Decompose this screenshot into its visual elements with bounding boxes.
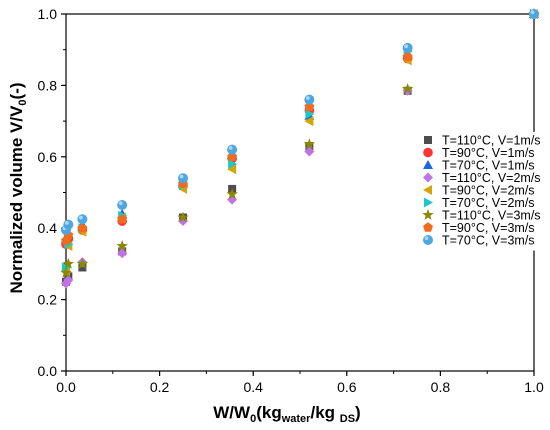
y-tick-label: 1.0 — [38, 6, 58, 22]
data-point — [77, 223, 88, 233]
data-point-highlight — [228, 146, 233, 150]
legend-label: T=90°C, V=3m/s — [442, 221, 535, 235]
y-tick-label: 0.0 — [38, 363, 58, 379]
data-point — [228, 158, 238, 169]
y-tick-label: 0.6 — [38, 149, 58, 165]
data-point — [304, 116, 314, 127]
data-point-fill — [402, 42, 413, 53]
data-point — [178, 173, 188, 184]
data-point — [304, 146, 315, 157]
data-point-highlight — [305, 96, 310, 100]
y-tick-label: 0.2 — [38, 292, 58, 308]
x-tick-label: 1.0 — [524, 379, 544, 395]
data-point-highlight — [118, 201, 123, 206]
data-point — [77, 214, 88, 225]
legend-label: T=90°C, V=2m/s — [442, 184, 535, 198]
data-point — [402, 42, 413, 53]
legend-label: T=110°C, V=1m/s — [442, 134, 541, 148]
data-point — [402, 51, 413, 62]
data-point-fill — [304, 94, 315, 105]
data-point — [227, 164, 237, 175]
legend: T=110°C, V=1m/sT=90°C, V=1m/sT=70°C, V=1… — [414, 132, 550, 251]
data-point-fill — [227, 144, 238, 155]
legend-marker — [423, 185, 432, 195]
data-point-highlight — [404, 44, 409, 49]
data-point — [116, 240, 128, 251]
legend-marker — [424, 197, 433, 208]
data-point — [305, 108, 315, 119]
y-axis-title: Normalized volume V/V0(-) — [7, 82, 29, 293]
data-point-highlight — [64, 221, 69, 225]
legend-marker — [423, 222, 433, 232]
data-point — [117, 214, 128, 224]
data-point — [178, 216, 188, 227]
legend-label: T=110°C, V=3m/s — [442, 209, 541, 223]
data-point — [63, 219, 74, 230]
legend-marker — [423, 160, 433, 169]
data-point — [177, 211, 189, 223]
x-tick-label: 0.8 — [431, 379, 451, 395]
legend-marker — [423, 172, 433, 183]
data-point — [303, 138, 316, 150]
ticks — [61, 13, 535, 376]
legend-marker — [424, 136, 432, 144]
data-point — [227, 144, 238, 155]
data-point-highlight — [530, 10, 535, 15]
legend-label: T=90°C, V=1m/s — [442, 146, 535, 160]
data-point — [78, 263, 87, 272]
x-tick-label: 0.4 — [243, 379, 263, 395]
series-9 — [61, 9, 539, 235]
x-tick-label: 0.0 — [56, 379, 76, 395]
legend-label: T=110°C, V=2m/s — [442, 171, 541, 185]
data-point — [226, 188, 238, 200]
legend-background — [414, 132, 550, 251]
data-point — [304, 94, 315, 105]
data-point — [76, 257, 89, 269]
data-point-fill — [178, 173, 188, 184]
legend-label: T=70°C, V=3m/s — [442, 234, 535, 248]
data-point — [60, 266, 72, 278]
y-tick-label: 0.4 — [38, 220, 58, 236]
legend-marker-fill — [423, 235, 433, 245]
legend-label: T=70°C, V=2m/s — [442, 196, 535, 210]
data-point — [63, 274, 74, 285]
data-point-fill — [117, 199, 128, 210]
data-point-highlight — [179, 174, 184, 179]
data-point — [117, 248, 128, 259]
data-point-fill — [77, 214, 88, 225]
legend-marker — [423, 147, 433, 158]
data-point — [401, 82, 414, 94]
tick-labels: 0.0 0.2 0.4 0.6 0.8 1.0 0.0 0.2 0.4 0.6 0.8 1.0 — [38, 6, 544, 395]
legend-marker — [422, 209, 434, 220]
x-tick-label: 0.6 — [337, 379, 357, 395]
x-tick-label: 0.2 — [150, 379, 170, 395]
x-axis-title: W/W0(kgwater/kg DS) — [213, 403, 360, 425]
data-point — [529, 9, 539, 19]
data-point-highlight — [78, 215, 83, 220]
legend-marker-highlight — [424, 236, 429, 241]
data-point — [117, 199, 128, 210]
data-point — [62, 257, 75, 269]
data-point-fill — [529, 9, 539, 19]
legend-label: T=70°C, V=1m/s — [442, 159, 535, 173]
data-points — [60, 8, 540, 289]
legend-marker — [423, 235, 433, 245]
data-point-fill — [63, 219, 74, 230]
y-tick-label: 0.8 — [38, 77, 58, 93]
